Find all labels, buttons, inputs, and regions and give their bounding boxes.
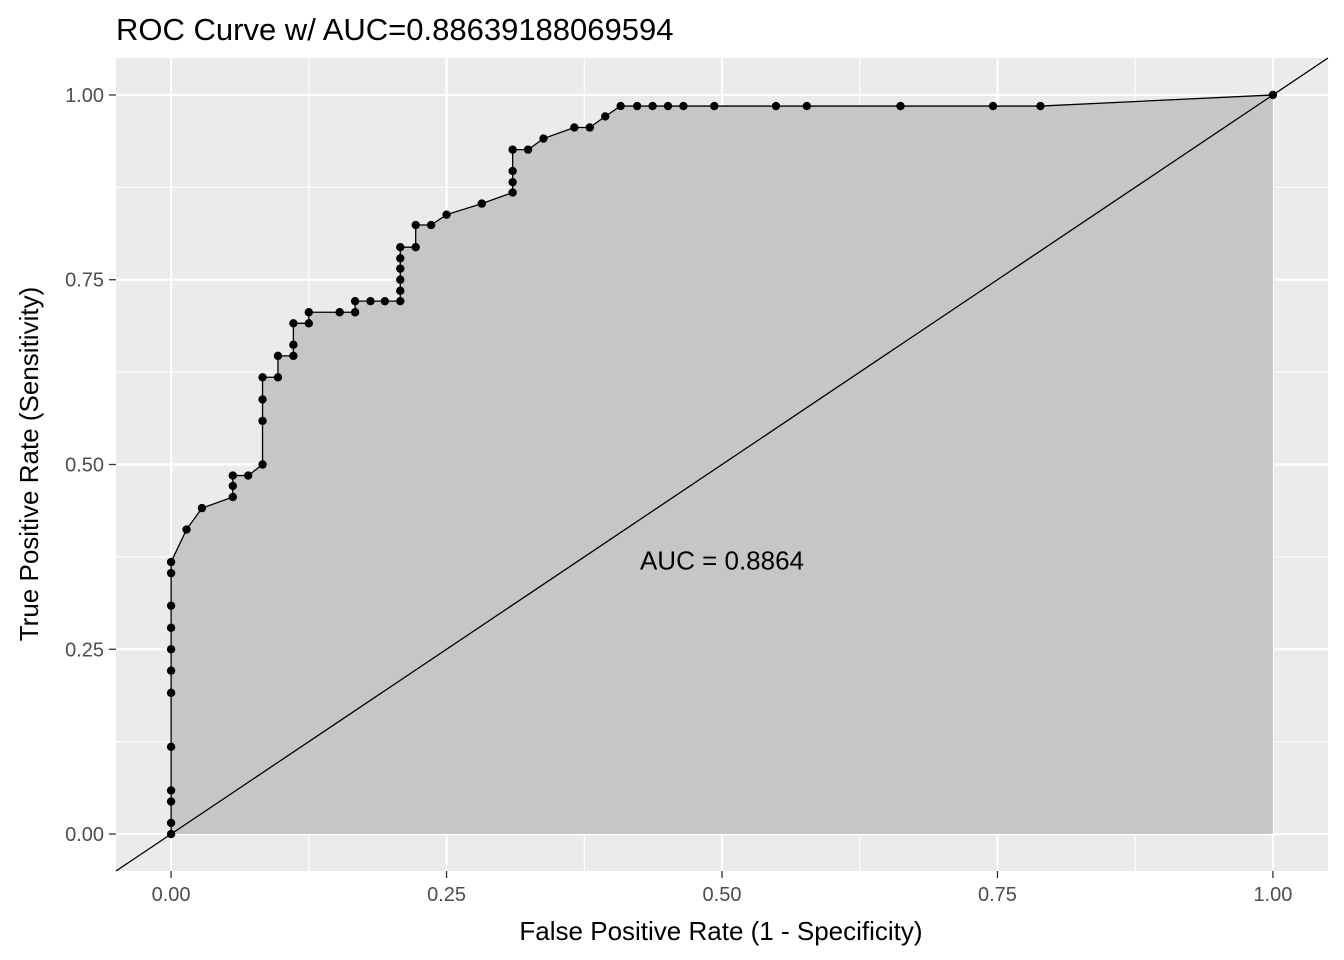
roc-point: [197, 503, 207, 513]
roc-point: [396, 275, 405, 284]
roc-point: [258, 416, 267, 426]
roc-point: [166, 645, 176, 654]
roc-point: [396, 243, 405, 252]
roc-point: [508, 166, 517, 176]
roc-point: [616, 101, 625, 111]
x-tick-label: 1.00: [1253, 884, 1292, 906]
roc-point: [289, 340, 298, 349]
roc-point: [396, 254, 405, 263]
roc-point: [166, 557, 176, 567]
roc-point: [539, 134, 548, 143]
roc-point: [411, 220, 420, 230]
roc-point: [679, 101, 688, 111]
roc-point: [396, 296, 405, 306]
roc-point: [442, 210, 451, 219]
roc-point: [426, 220, 436, 230]
roc-point: [601, 112, 610, 121]
roc-point: [166, 623, 176, 633]
roc-point: [508, 145, 517, 154]
diagonal-reference-line: [115, 57, 1329, 872]
y-tick-label: 0.75: [65, 270, 104, 292]
auc-annotation: AUC = 0.8864: [640, 546, 804, 576]
roc-point: [411, 243, 420, 252]
roc-point: [289, 351, 298, 361]
x-tick-label: 0.50: [703, 884, 742, 906]
roc-point: [166, 786, 176, 795]
roc-point: [258, 373, 267, 382]
y-tick-label: 0.50: [65, 455, 104, 477]
roc-point: [663, 101, 673, 111]
roc-point: [802, 101, 812, 111]
roc-point: [710, 101, 719, 111]
y-tick-label: 0.25: [65, 639, 104, 661]
roc-point: [166, 829, 176, 839]
chart-title: ROC Curve w/ AUC=0.88639188069594: [116, 12, 674, 47]
roc-point: [166, 797, 176, 806]
roc-point: [304, 308, 314, 317]
roc-point: [182, 525, 191, 534]
roc-point: [304, 319, 314, 328]
roc-point: [258, 460, 267, 469]
roc-point: [380, 296, 390, 306]
roc-point: [350, 296, 360, 306]
roc-point: [632, 101, 642, 111]
plot-area: AUC = 0.8864 0.00 0.25 0.50 0.75 1.00 0.00 0.25…: [65, 57, 1329, 906]
roc-point: [273, 351, 283, 361]
roc-point: [335, 308, 344, 317]
y-axis-title: True Positive Rate (Sensitivity): [14, 287, 44, 641]
roc-point: [648, 101, 657, 111]
roc-point: [508, 188, 517, 197]
roc-point: [244, 471, 253, 480]
roc-point: [477, 199, 487, 208]
roc-point: [166, 568, 176, 578]
roc-point: [508, 177, 517, 187]
roc-point: [228, 471, 237, 480]
roc-point: [166, 666, 176, 675]
roc-point: [396, 264, 405, 273]
roc-point: [166, 601, 176, 610]
roc-point: [570, 123, 579, 132]
x-tick-label: 0.25: [427, 884, 466, 906]
roc-point: [988, 101, 998, 111]
roc-point: [228, 492, 237, 502]
roc-point: [273, 373, 283, 382]
roc-point: [166, 818, 176, 828]
y-tick-label: 1.00: [65, 85, 104, 107]
roc-point: [350, 308, 360, 317]
roc-point: [166, 742, 176, 752]
roc-point: [523, 145, 533, 154]
roc-point: [585, 123, 594, 132]
roc-point: [1268, 90, 1278, 100]
y-tick-label: 0.00: [65, 824, 104, 846]
roc-point: [1036, 101, 1045, 111]
roc-point: [166, 688, 176, 698]
x-axis-title: False Positive Rate (1 - Specificity): [519, 916, 922, 946]
roc-point: [771, 101, 781, 111]
roc-point: [258, 395, 267, 404]
x-tick-label: 0.75: [978, 884, 1017, 906]
roc-point: [896, 101, 905, 111]
roc-point: [228, 481, 237, 491]
roc-point: [289, 319, 298, 328]
roc-point: [366, 296, 375, 306]
x-tick-label: 0.00: [152, 884, 191, 906]
roc-point: [396, 286, 405, 296]
